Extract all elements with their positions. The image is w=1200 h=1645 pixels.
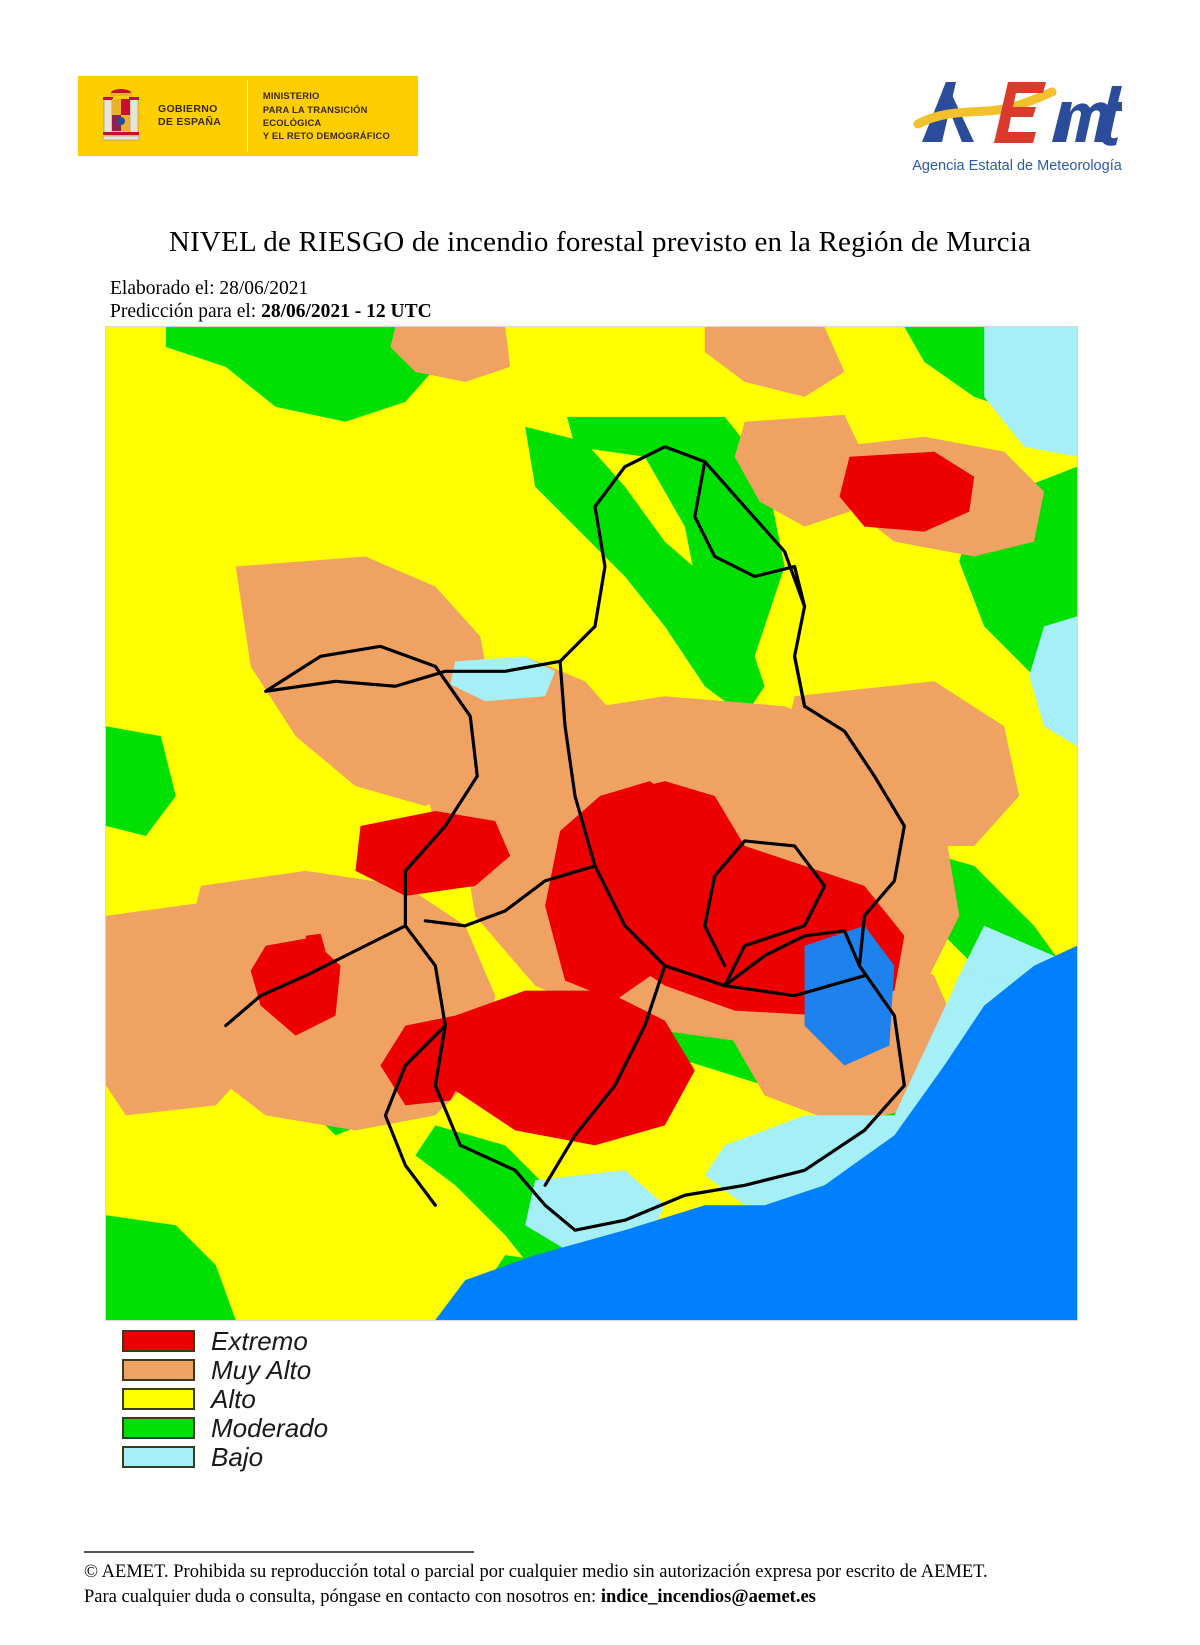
contact-line: Para cualquier duda o consulta, póngase … bbox=[84, 1587, 816, 1608]
legend-item-alto: Alto bbox=[122, 1384, 328, 1413]
logo-divider bbox=[246, 80, 248, 152]
legend-label-extremo: Extremo bbox=[211, 1325, 308, 1356]
administrative-boundaries bbox=[224, 445, 906, 1232]
legend-label-moderado: Moderado bbox=[211, 1412, 329, 1443]
forecast-datetime: 28/06/2021 - 12 UTC bbox=[261, 301, 432, 322]
legend-label-alto: Alto bbox=[211, 1383, 256, 1414]
gobierno-line2: DE ESPAÑA bbox=[158, 116, 222, 128]
gobierno-de-espana-logo: GOBIERNO DE ESPAÑA MINISTERIO PARA LA TR… bbox=[78, 76, 418, 156]
legend-item-moderado: Moderado bbox=[122, 1413, 328, 1442]
forecast-date-line: Predicción para el: 28/06/2021 - 12 UTC bbox=[110, 301, 432, 323]
legend-swatch-bajo bbox=[122, 1445, 195, 1468]
elaboration-label: Elaborado el: bbox=[110, 278, 215, 299]
aemet-wordmark-icon bbox=[913, 82, 1124, 146]
footer-divider bbox=[84, 1551, 474, 1553]
ministerio-line3: Y EL RETO DEMOGRÁFICO bbox=[262, 130, 390, 142]
legend-item-extremo: Extremo bbox=[122, 1326, 328, 1355]
copyright-line: © AEMET. Prohibida su reproducción total… bbox=[84, 1562, 988, 1582]
legend-swatch-moderado bbox=[122, 1416, 195, 1439]
risk-raster bbox=[106, 327, 1077, 1320]
legend-swatch-extremo bbox=[122, 1329, 195, 1352]
legend-swatch-muy-alto bbox=[122, 1358, 195, 1381]
gobierno-line1: GOBIERNO bbox=[158, 102, 218, 115]
mediterranean-sea bbox=[435, 925, 1077, 1320]
page-title: NIVEL de RIESGO de incendio forestal pre… bbox=[168, 226, 1032, 258]
legend-label-muy-alto: Muy Alto bbox=[211, 1354, 312, 1385]
ministerio-line1: MINISTERIO bbox=[262, 90, 320, 102]
aemet-subtitle: Agencia Estatal de Meteorología bbox=[912, 158, 1122, 174]
gobierno-label: GOBIERNO DE ESPAÑA bbox=[158, 103, 231, 130]
elaboration-date-line: Elaborado el: 28/06/2021 bbox=[110, 278, 308, 300]
forecast-label: Predicción para el: bbox=[110, 301, 257, 322]
risk-legend: Extremo Muy Alto Alto Moderado Bajo bbox=[122, 1326, 328, 1471]
legend-swatch-alto bbox=[122, 1387, 195, 1410]
spain-coat-of-arms-icon bbox=[98, 85, 144, 147]
contact-email[interactable]: indice_incendios@aemet.es bbox=[600, 1587, 816, 1607]
legend-item-bajo: Bajo bbox=[122, 1442, 328, 1471]
fire-risk-map bbox=[105, 326, 1078, 1321]
ministerio-line2: PARA LA TRANSICIÓN ECOLÓGICA bbox=[262, 103, 368, 128]
legend-item-muy-alto: Muy Alto bbox=[122, 1355, 328, 1384]
aemet-logo: Agencia Estatal de Meteorología bbox=[912, 66, 1124, 176]
elaboration-date: 28/06/2021 bbox=[219, 278, 309, 299]
legend-label-bajo: Bajo bbox=[211, 1441, 264, 1472]
ministerio-label: MINISTERIO PARA LA TRANSICIÓN ECOLÓGICA … bbox=[263, 89, 418, 142]
contact-prefix: Para cualquier duda o consulta, póngase … bbox=[84, 1587, 597, 1607]
